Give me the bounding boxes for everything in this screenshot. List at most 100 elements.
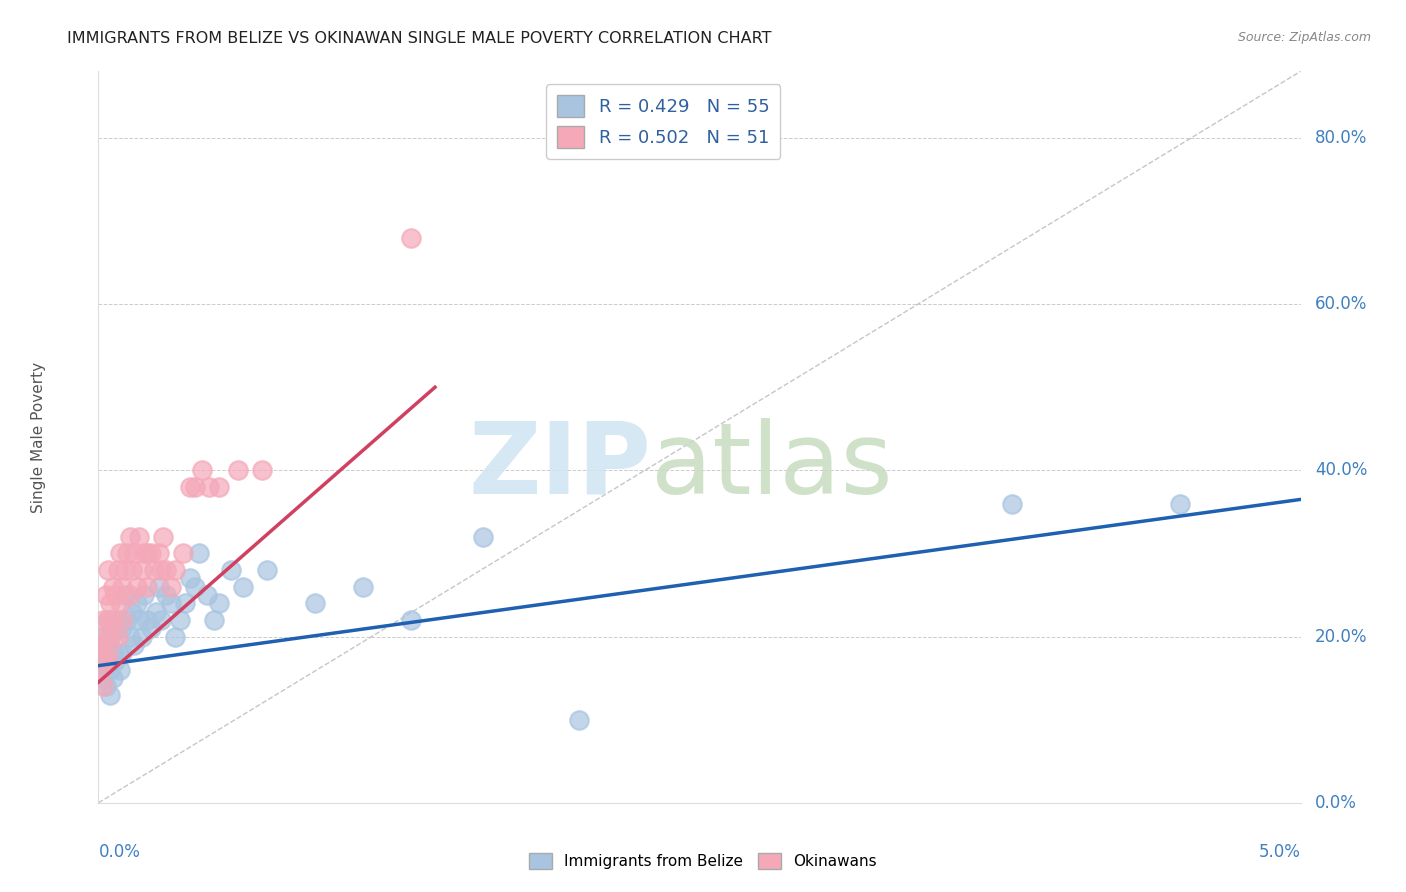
Point [111,580,134,594]
Point [91,646,114,660]
Point [97,613,120,627]
Text: atlas: atlas [651,417,893,515]
Point [107,630,129,644]
Point [135,546,157,560]
Point [174,596,197,610]
Point [100,596,122,610]
Point [97,563,120,577]
Point [165,630,187,644]
Point [121,605,143,619]
Point [165,563,187,577]
Point [117,546,139,560]
Point [179,571,201,585]
Point [124,546,146,560]
Point [124,638,146,652]
Point [131,563,153,577]
Point [232,580,254,594]
Point [352,580,374,594]
Point [108,546,131,560]
Text: 0.0%: 0.0% [1315,794,1357,812]
Text: 60.0%: 60.0% [1315,295,1368,313]
Point [114,588,136,602]
Point [141,546,163,560]
Point [94,680,117,694]
Point [155,588,177,602]
Point [107,563,129,577]
Point [152,530,174,544]
Point [104,588,127,602]
Point [135,613,157,627]
Point [94,588,117,602]
Point [135,580,157,594]
Point [191,463,214,477]
Text: 5.0%: 5.0% [1258,843,1301,861]
Point [188,546,211,560]
Point [226,463,249,477]
Point [128,613,150,627]
Point [94,630,117,644]
Point [90,663,112,677]
Text: Single Male Poverty: Single Male Poverty [31,361,46,513]
Point [101,646,124,660]
Point [111,646,134,660]
Point [149,563,172,577]
Point [118,530,141,544]
Text: 80.0%: 80.0% [1315,128,1368,147]
Point [208,480,231,494]
Text: ZIP: ZIP [468,417,651,515]
Point [132,588,155,602]
Point [568,713,591,727]
Point [219,563,242,577]
Point [118,630,141,644]
Text: Source: ZipAtlas.com: Source: ZipAtlas.com [1237,31,1371,45]
Point [91,680,114,694]
Point [97,663,120,677]
Legend: R = 0.429   N = 55, R = 0.502   N = 51: R = 0.429 N = 55, R = 0.502 N = 51 [547,84,780,159]
Point [104,621,127,635]
Point [250,463,273,477]
Point [208,596,231,610]
Point [159,596,181,610]
Point [94,655,117,669]
Text: 20.0%: 20.0% [1315,628,1368,646]
Point [141,621,163,635]
Point [100,663,122,677]
Point [91,671,114,685]
Point [132,546,155,560]
Point [145,605,167,619]
Point [149,613,172,627]
Text: IMMIGRANTS FROM BELIZE VS OKINAWAN SINGLE MALE POVERTY CORRELATION CHART: IMMIGRANTS FROM BELIZE VS OKINAWAN SINGL… [67,31,772,46]
Point [100,688,122,702]
Point [114,563,136,577]
Point [97,638,120,652]
Point [125,596,148,610]
Point [1170,497,1192,511]
Point [198,480,221,494]
Point [304,596,326,610]
Point [117,613,139,627]
Point [91,646,114,660]
Point [111,613,134,627]
Legend: Immigrants from Belize, Okinawans: Immigrants from Belize, Okinawans [523,847,883,875]
Point [121,563,143,577]
Point [101,613,124,627]
Point [125,580,148,594]
Point [202,613,225,627]
Point [399,613,422,627]
Point [172,546,194,560]
Point [104,655,127,669]
Point [399,230,422,244]
Point [108,596,131,610]
Point [183,580,205,594]
Point [90,638,112,652]
Point [183,480,205,494]
Point [100,630,122,644]
Point [159,580,181,594]
Point [195,588,218,602]
Point [148,546,170,560]
Point [142,563,165,577]
Point [169,613,191,627]
Point [101,671,124,685]
Point [472,530,495,544]
Point [97,646,120,660]
